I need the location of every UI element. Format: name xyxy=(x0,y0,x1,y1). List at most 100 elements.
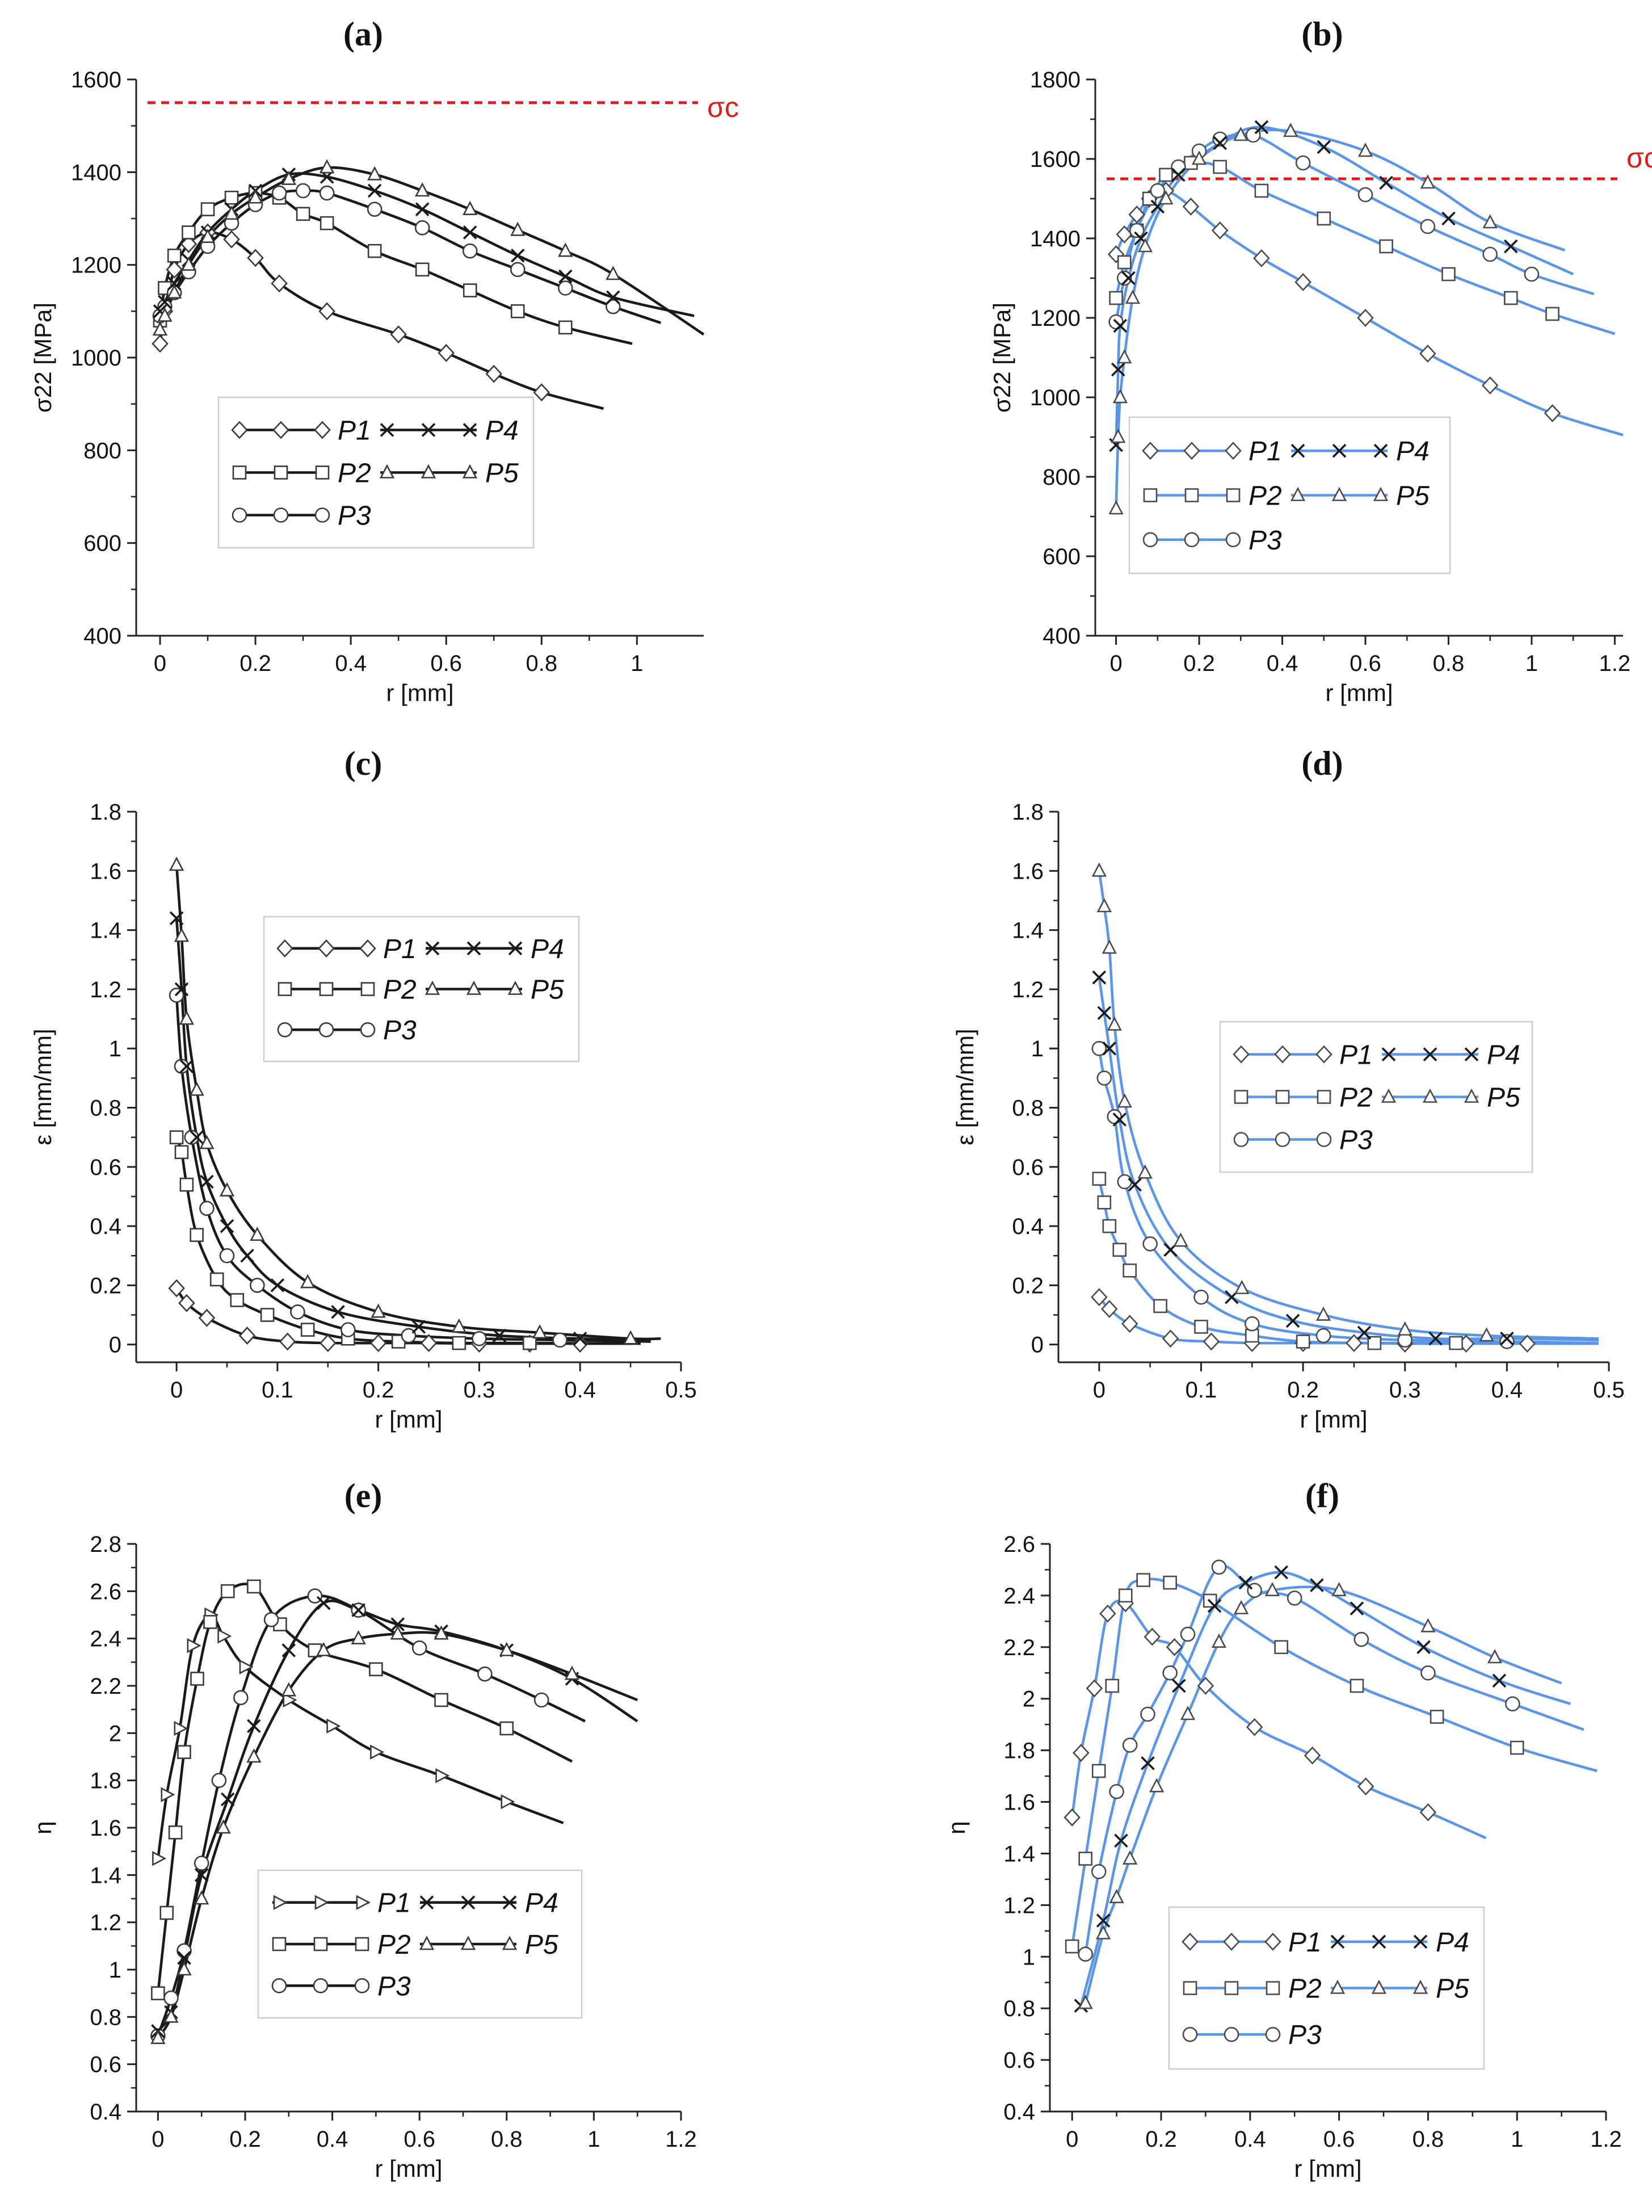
x-tick-label: 1.2 xyxy=(1590,2127,1622,2152)
data-point-P2 xyxy=(1092,1172,1107,1186)
legend-marker xyxy=(313,1937,328,1951)
y-tick-label: 1 xyxy=(109,1036,121,1061)
data-point-P2 xyxy=(1274,1640,1288,1655)
data-point-P5 xyxy=(1137,238,1153,253)
data-point-P1 xyxy=(1419,1803,1437,1821)
data-point-P4 xyxy=(281,1643,296,1657)
data-point-P3 xyxy=(1162,1665,1178,1681)
y-tick-label: 1600 xyxy=(1030,147,1081,172)
x-tick-label: 0.4 xyxy=(1491,1378,1523,1403)
data-point-P2 xyxy=(1379,239,1393,254)
data-point-P2 xyxy=(1123,1264,1137,1278)
data-point-P4 xyxy=(606,290,620,305)
data-point-P5 xyxy=(246,1748,262,1763)
data-point-P2 xyxy=(1503,291,1518,305)
legend-label-P2: P2 xyxy=(377,1930,411,1960)
data-point-P2 xyxy=(1117,255,1132,270)
legend-marker xyxy=(1184,532,1200,548)
data-point-P4 xyxy=(390,1617,405,1631)
data-point-P5 xyxy=(1180,1706,1196,1720)
data-point-P2 xyxy=(1510,1740,1524,1755)
y-tick-label: 0.6 xyxy=(1003,2048,1035,2073)
data-point-P1 xyxy=(1203,1332,1220,1351)
data-point-P1 xyxy=(1519,1334,1536,1353)
data-point-P3 xyxy=(250,1278,265,1293)
data-point-P3 xyxy=(1211,1559,1227,1575)
data-point-P1 xyxy=(370,1744,385,1760)
data-point-P5 xyxy=(179,1010,195,1025)
y-tick-label: 0.8 xyxy=(90,1096,121,1121)
panel-label: (e) xyxy=(344,1477,382,1514)
x-tick-label: 0.4 xyxy=(1267,651,1298,676)
data-point-P5 xyxy=(1357,142,1373,157)
x-tick-label: 1 xyxy=(1525,651,1538,676)
legend-marker xyxy=(1332,443,1347,458)
legend-marker xyxy=(466,941,481,956)
y-tick-label: 2.4 xyxy=(1003,1584,1035,1609)
data-point-P4 xyxy=(190,1130,204,1144)
data-point-P3 xyxy=(1295,155,1311,171)
data-point-P3 xyxy=(411,1640,427,1656)
legend-marker xyxy=(273,507,289,523)
y-tick-label: 800 xyxy=(1043,465,1081,490)
data-point-P3 xyxy=(295,183,311,199)
data-point-P5 xyxy=(415,182,430,197)
data-point-P3 xyxy=(1244,1316,1260,1332)
data-point-P5 xyxy=(281,1682,296,1697)
data-point-P5 xyxy=(1331,1582,1347,1597)
data-point-P2 xyxy=(167,249,182,263)
x-tick-label: 1.2 xyxy=(1599,651,1631,676)
y-tick-label: 1200 xyxy=(1030,306,1081,331)
data-point-P3 xyxy=(263,1612,279,1627)
data-point-P5 xyxy=(564,1665,580,1680)
data-point-P5 xyxy=(351,1630,366,1644)
data-point-P5 xyxy=(1264,1582,1280,1597)
data-point-P1 xyxy=(1063,1808,1081,1827)
y-tick-label: 0.6 xyxy=(90,1155,121,1180)
data-point-P5 xyxy=(1117,1093,1132,1108)
x-tick-label: 0.2 xyxy=(239,651,271,676)
data-point-P3 xyxy=(1180,1626,1196,1642)
data-point-P3 xyxy=(1122,1737,1138,1753)
y-tick-label: 2.8 xyxy=(90,1532,121,1557)
data-point-P5 xyxy=(163,2008,179,2023)
y-tick-label: 1.4 xyxy=(90,1863,121,1888)
data-point-P1 xyxy=(283,1692,297,1708)
data-point-P4 xyxy=(492,1328,507,1343)
data-point-P1 xyxy=(247,249,264,267)
legend-marker xyxy=(232,507,247,523)
y-tick-label: 1.8 xyxy=(1012,800,1044,825)
data-point-P2 xyxy=(159,1905,174,1920)
panel-c: (c) 0 0.1 0.2 0.3 0.4 0.5 0 0.2 0.4 0.6 0.8 1 1.2 1.4 1… xyxy=(30,745,697,1433)
data-point-P1 xyxy=(152,334,169,353)
legend-label-P2: P2 xyxy=(1249,481,1282,511)
x-tick-label: 0.8 xyxy=(491,2127,523,2152)
data-point-P1 xyxy=(279,1332,296,1351)
x-axis-label: r [mm] xyxy=(1326,679,1393,706)
x-tick-label: 0.5 xyxy=(665,1378,697,1403)
series-line-P4 xyxy=(1079,1571,1571,2007)
legend-marker xyxy=(1381,1088,1397,1103)
data-point-P2 xyxy=(1159,167,1173,182)
data-point-P1 xyxy=(1091,1288,1108,1307)
data-point-P4 xyxy=(411,1320,426,1334)
x-tick-label: 1 xyxy=(630,651,643,676)
data-point-P2 xyxy=(1065,1939,1079,1954)
data-point-P1 xyxy=(187,1638,201,1653)
x-tick-label: 0.2 xyxy=(229,2127,261,2152)
x-axis-label: r [mm] xyxy=(1294,2155,1362,2182)
legend-marker xyxy=(1315,1045,1332,1064)
legend-marker xyxy=(1464,1047,1479,1061)
data-point-P4 xyxy=(1171,167,1186,182)
data-point-P3 xyxy=(194,1856,209,1871)
data-point-P2 xyxy=(1091,1764,1106,1778)
legend-marker xyxy=(1225,442,1242,460)
data-point-P1 xyxy=(1166,1638,1183,1656)
y-tick-label: 1.2 xyxy=(90,1911,121,1936)
data-point-P3 xyxy=(1091,1040,1107,1056)
y-tick-label: 1000 xyxy=(71,346,121,371)
data-point-P4 xyxy=(270,1278,285,1292)
legend-marker xyxy=(421,464,436,479)
data-point-P5 xyxy=(1487,1649,1503,1664)
data-point-P2 xyxy=(1105,1678,1120,1693)
